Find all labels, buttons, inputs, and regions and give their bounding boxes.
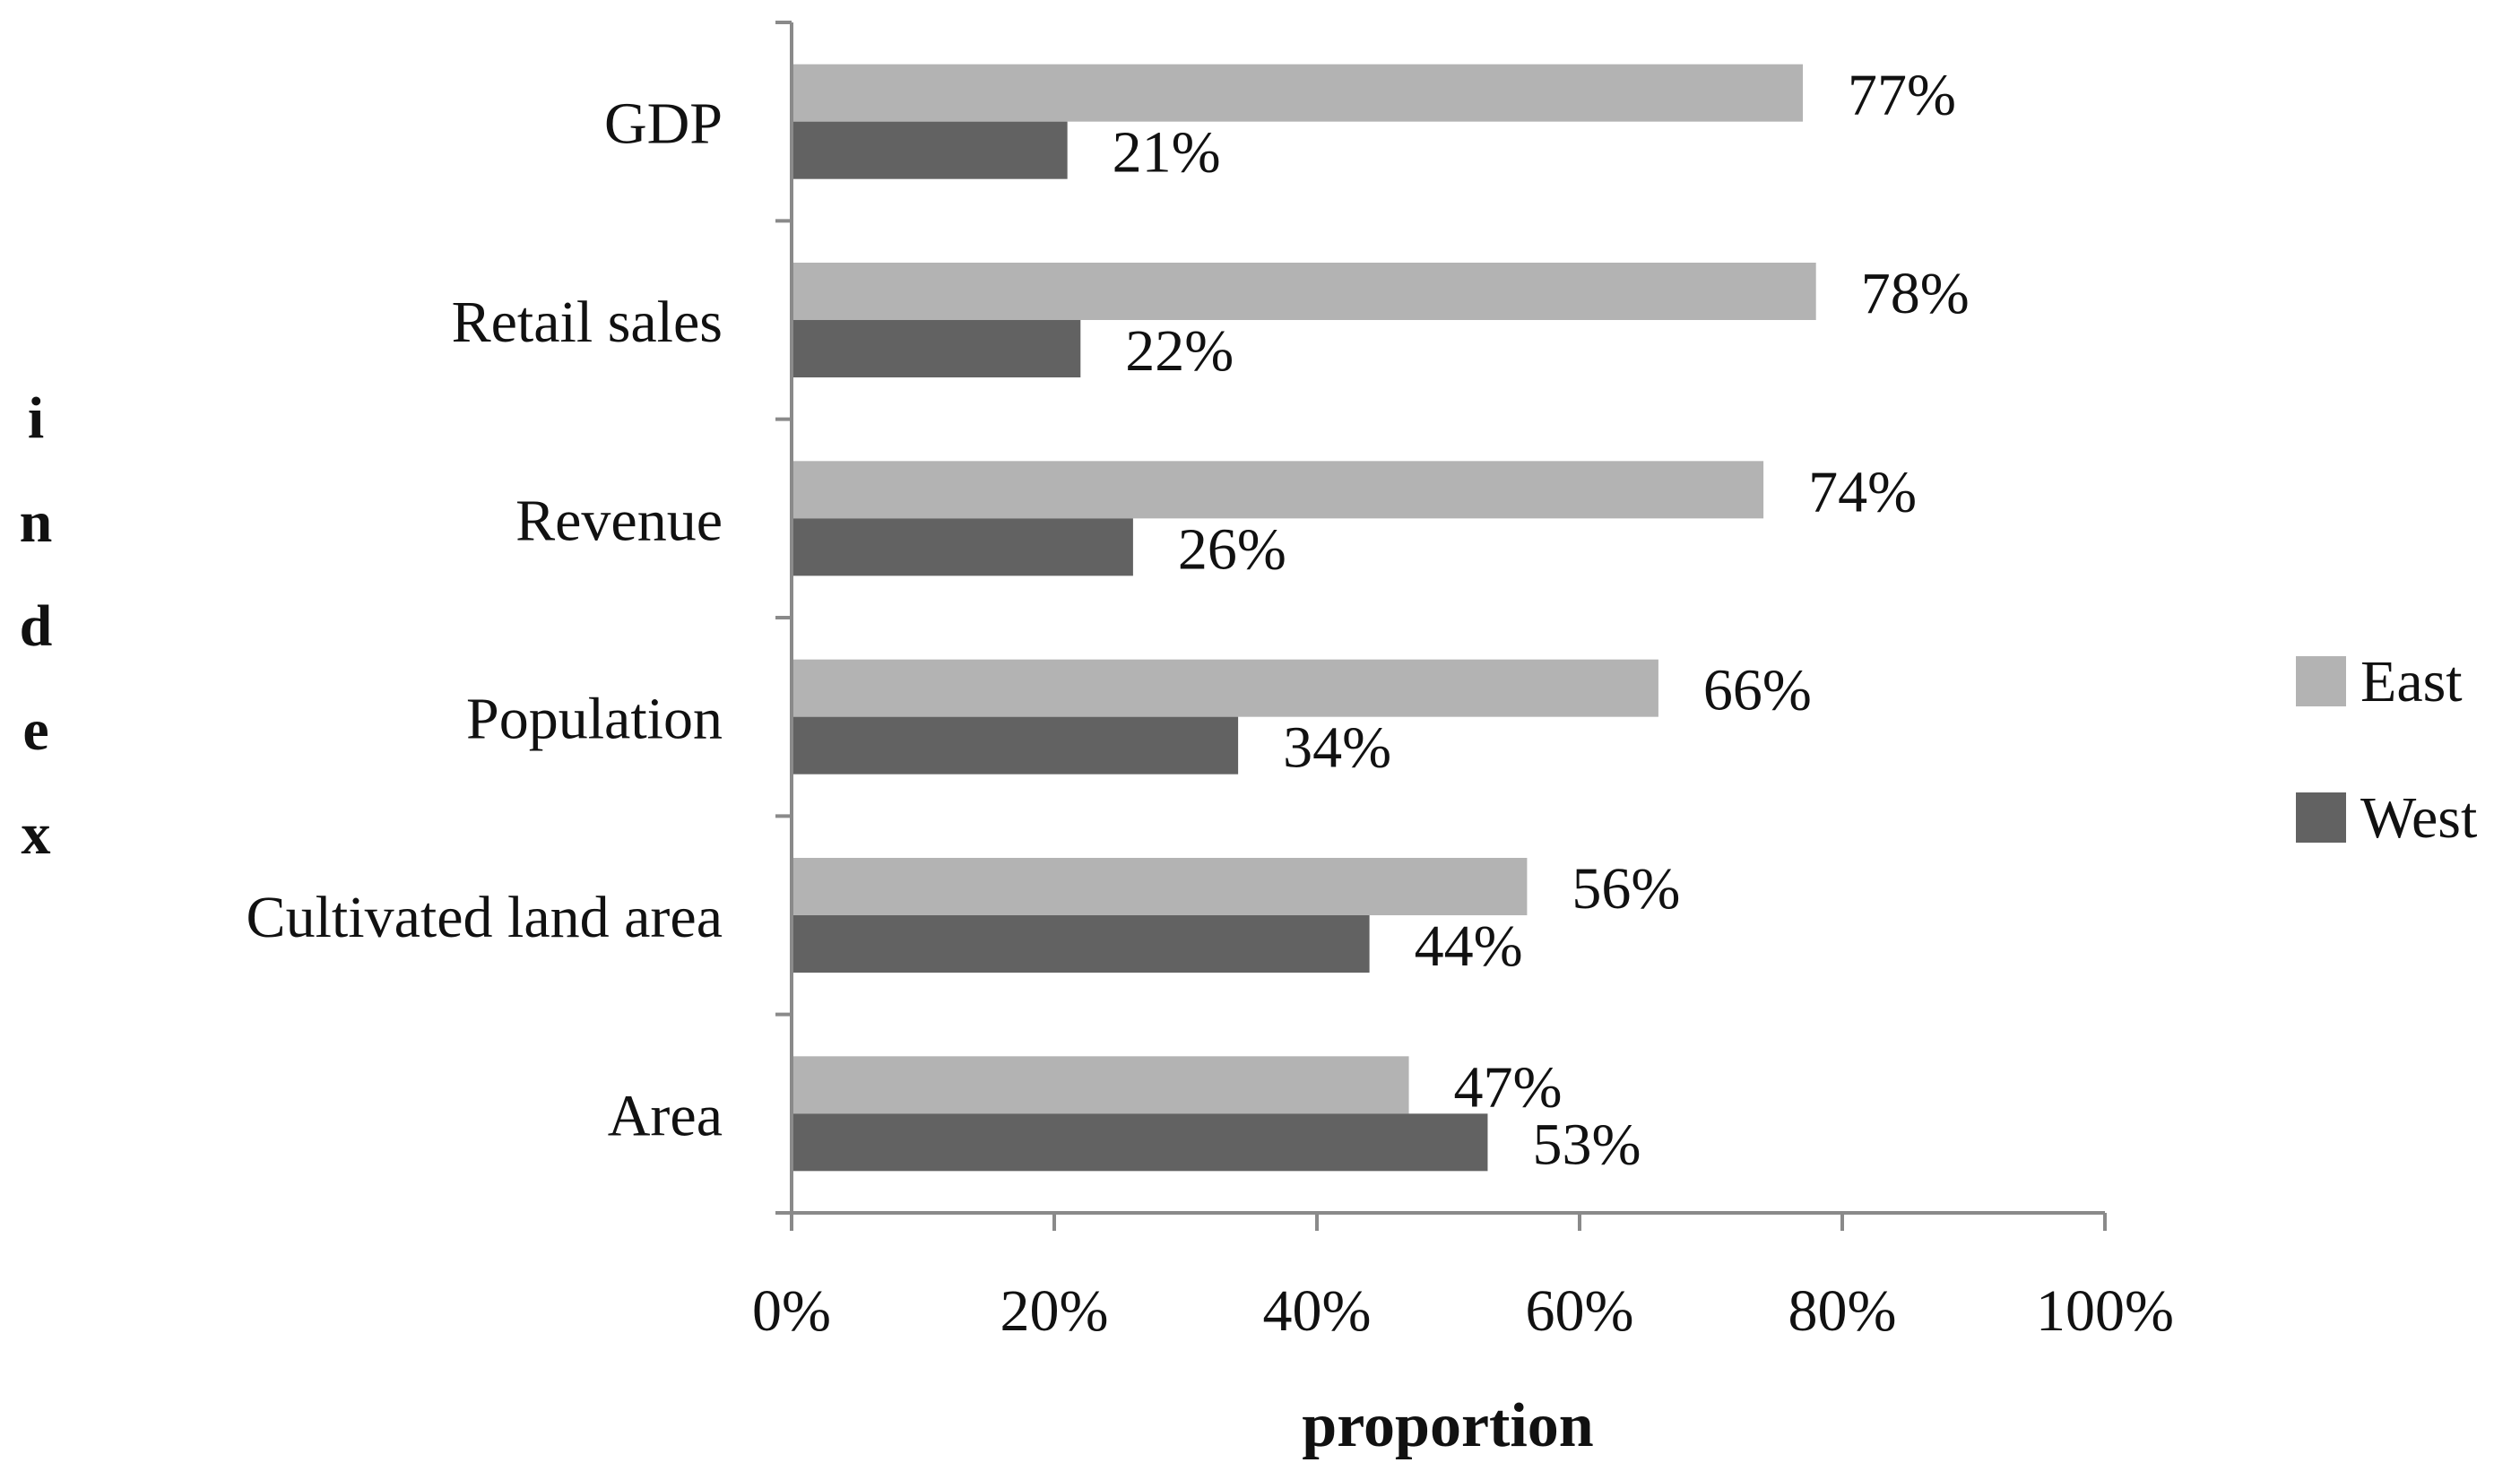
x-axis-title: proportion — [1302, 1391, 1593, 1460]
category-labels: GDP Retail sales Revenue Population Cultivat… — [247, 91, 723, 1149]
category-label-area: Area — [608, 1083, 723, 1148]
x-tick-label-80: 80% — [1788, 1278, 1897, 1344]
bar-west-area — [793, 1113, 1488, 1172]
data-label-east-retail-sales: 78% — [1861, 261, 1970, 326]
category-label-retail-sales: Retail sales — [452, 290, 723, 355]
category-label-population: Population — [466, 687, 723, 752]
legend-swatch-west — [2296, 792, 2346, 843]
y-axis-title-letter: i — [28, 385, 44, 451]
category-label-cultivated-land-area: Cultivated land area — [247, 885, 723, 950]
bars-group — [793, 64, 1816, 1172]
data-label-east-gdp: 77% — [1848, 63, 1956, 128]
category-label-gdp: GDP — [604, 91, 723, 157]
data-label-east-population: 66% — [1703, 658, 1812, 723]
x-tick-labels: 0% 20% 40% 60% 80% 100% — [752, 1278, 2174, 1344]
data-label-west-cultivated-land-area: 44% — [1415, 913, 1523, 979]
bar-east-area — [793, 1056, 1409, 1114]
data-label-east-area: 47% — [1454, 1054, 1563, 1120]
x-tick-label-0: 0% — [752, 1278, 831, 1344]
bar-east-revenue — [793, 461, 1764, 519]
data-label-west-revenue: 26% — [1178, 516, 1286, 582]
data-label-west-population: 34% — [1283, 715, 1391, 781]
x-tick-label-20: 20% — [1000, 1278, 1109, 1344]
legend-swatch-east — [2296, 656, 2346, 706]
data-label-west-retail-sales: 22% — [1125, 318, 1234, 384]
data-label-east-revenue: 74% — [1808, 459, 1917, 524]
bar-west-cultivated-land-area — [793, 915, 1370, 973]
category-label-revenue: Revenue — [515, 488, 723, 553]
bar-west-revenue — [793, 518, 1133, 576]
data-label-west-gdp: 21% — [1113, 120, 1221, 186]
y-axis-title-letter: n — [20, 489, 53, 555]
bar-east-cultivated-land-area — [793, 858, 1528, 915]
bar-east-population — [793, 659, 1658, 717]
y-axis-title-letter: e — [22, 697, 48, 763]
bar-west-population — [793, 716, 1239, 775]
legend-label-west: West — [2360, 785, 2477, 851]
y-axis-title-letter: x — [22, 801, 51, 867]
legend: East West — [2296, 649, 2477, 851]
x-tick-label-100: 100% — [2036, 1278, 2174, 1344]
legend-label-east: East — [2360, 649, 2463, 714]
data-label-east-cultivated-land-area: 56% — [1572, 856, 1680, 922]
x-tick-label-40: 40% — [1263, 1278, 1372, 1344]
bar-east-retail-sales — [793, 263, 1816, 320]
bar-west-gdp — [793, 121, 1068, 179]
data-label-west-area: 53% — [1532, 1112, 1641, 1177]
bar-east-gdp — [793, 64, 1804, 122]
data-labels: 77% 21% 78% 22% 74% 26% 66% 34% 56% 44% 47%53% — [1113, 63, 1970, 1178]
axes-group — [775, 21, 2107, 1231]
bar-west-retail-sales — [793, 320, 1081, 377]
x-tick-label-60: 60% — [1526, 1278, 1634, 1344]
y-axis-title-letter: d — [20, 593, 53, 659]
